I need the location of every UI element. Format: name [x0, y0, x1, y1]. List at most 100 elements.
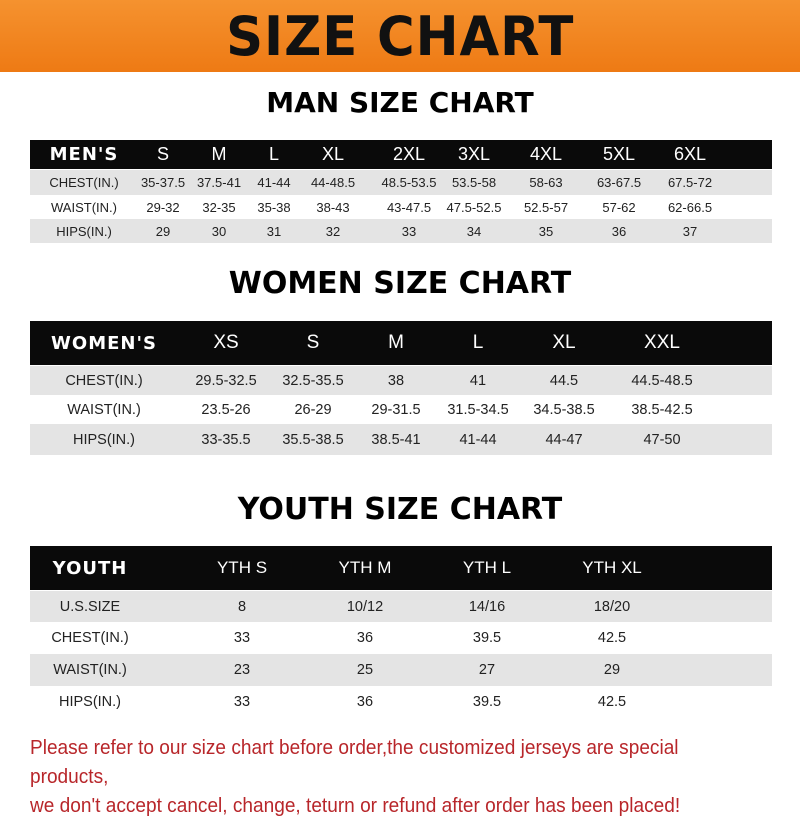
- table-cell: 41-44: [459, 431, 497, 448]
- table-cell: 32.5-35.5: [282, 372, 344, 389]
- row-label: CHEST(IN.): [65, 372, 143, 389]
- row-label: WAIST(IN.): [53, 662, 127, 678]
- table-row: HIPS(IN.) 33 36 39.5 42.5: [30, 686, 772, 718]
- table-row: U.S.SIZE 8 10/12 14/16 18/20: [30, 591, 772, 622]
- size-header: XL: [321, 144, 345, 164]
- notice-line-2: we don't accept cancel, change, teturn o…: [30, 794, 681, 817]
- size-header: S: [156, 144, 170, 164]
- row-label: U.S.SIZE: [59, 598, 121, 615]
- table-header-label: WOMEN'S: [51, 332, 157, 354]
- table-cell: 26-29: [294, 401, 332, 418]
- table-cell: 29: [603, 662, 621, 678]
- table-cell: 58-63: [529, 175, 563, 190]
- table-cell: 36: [611, 223, 627, 239]
- women-chart-title: WOMEN SIZE CHART: [228, 266, 572, 301]
- table-cell: 36: [356, 694, 374, 710]
- size-header: XS: [213, 332, 239, 353]
- table-cell: 48.5-53.5: [381, 175, 437, 190]
- row-label: WAIST(IN.): [67, 401, 141, 418]
- table-cell: 38: [387, 372, 405, 389]
- size-header: 2XL: [392, 144, 426, 164]
- table-cell: 39.5: [472, 630, 502, 646]
- notice-line-1: Please refer to our size chart before or…: [30, 736, 679, 788]
- table-cell: 44-48.5: [310, 175, 356, 190]
- table-cell: 43-47.5: [386, 199, 432, 215]
- table-cell: 35-37.5: [140, 175, 186, 190]
- size-header: XXL: [644, 332, 680, 353]
- youth-chart-title: YOUTH SIZE CHART: [237, 492, 563, 527]
- table-cell: 10/12: [346, 598, 384, 615]
- table-cell: 31: [266, 223, 282, 239]
- table-cell: 33: [233, 694, 251, 710]
- size-header: S: [306, 332, 320, 353]
- table-cell: 62-66.5: [667, 199, 713, 215]
- row-label: HIPS(IN.): [58, 694, 122, 710]
- row-label: HIPS(IN.): [72, 431, 136, 448]
- size-header: L: [472, 332, 484, 353]
- row-label: HIPS(IN.): [56, 223, 112, 239]
- size-header: YTH L: [462, 558, 512, 577]
- table-cell: 34: [466, 223, 482, 239]
- table-cell: 52.5-57: [523, 199, 569, 215]
- size-chart-banner: SIZE CHART: [0, 0, 800, 72]
- table-cell: 33: [401, 223, 417, 239]
- table-cell: 27: [478, 662, 496, 678]
- table-cell: 32-35: [202, 199, 236, 215]
- table-cell: 38-43: [316, 199, 350, 215]
- table-cell: 29: [155, 223, 171, 239]
- table-cell: 29.5-32.5: [195, 372, 257, 389]
- table-cell: 23.5-26: [201, 401, 251, 418]
- row-label: WAIST(IN.): [51, 199, 117, 215]
- size-header: XL: [552, 332, 576, 353]
- table-cell: 38.5-41: [371, 431, 421, 448]
- table-cell: 33-35.5: [201, 431, 251, 448]
- table-cell: 38.5-42.5: [631, 401, 693, 418]
- table-cell: 53.5-58: [451, 175, 497, 190]
- size-header: 6XL: [673, 144, 707, 164]
- size-header: M: [388, 332, 404, 353]
- table-cell: 32: [325, 223, 341, 239]
- table-cell: 29-32: [146, 199, 180, 215]
- table-cell: 33: [233, 630, 251, 646]
- size-header: 4XL: [529, 144, 563, 164]
- table-cell: 57-62: [602, 199, 636, 215]
- table-cell: 35.5-38.5: [282, 431, 344, 448]
- table-row: CHEST(IN.) 33 36 39.5 42.5: [30, 622, 772, 654]
- size-header: 5XL: [602, 144, 636, 164]
- table-cell: 35-38: [257, 199, 291, 215]
- men-header-row: MEN'S S M L XL 2XL 3XL 4XL 5XL 6XL: [30, 140, 772, 169]
- table-cell: 41: [469, 372, 487, 389]
- table-row: CHEST(IN.) 35-37.5 37.5-41 41-44 44-48.5 48.5…: [30, 170, 772, 195]
- table-cell: 44-47: [545, 431, 583, 448]
- table-cell: 35: [538, 223, 554, 239]
- table-cell: 44.5: [549, 372, 579, 389]
- youth-header-row: YOUTH YTH S YTH M YTH L YTH XL: [30, 546, 772, 590]
- table-row: HIPS(IN.) 33-35.5 35.5-38.5 38.5-41 41-44 44-…: [30, 424, 772, 455]
- size-header: M: [211, 144, 227, 164]
- table-cell: 30: [211, 223, 227, 239]
- table-cell: 42.5: [597, 694, 627, 710]
- table-cell: 25: [356, 662, 374, 678]
- table-cell: 29-31.5: [371, 401, 421, 418]
- table-cell: 47.5-52.5: [446, 199, 502, 215]
- table-row: CHEST(IN.) 29.5-32.5 32.5-35.5 38 41 44.5 44.5…: [30, 366, 772, 395]
- row-label: CHEST(IN.): [51, 630, 129, 646]
- size-header: YTH M: [338, 558, 392, 577]
- size-header: 3XL: [457, 144, 491, 164]
- table-cell: 39.5: [472, 694, 502, 710]
- table-row: HIPS(IN.) 29 30 31 32 33 34 35 36 37: [30, 219, 772, 243]
- table-cell: 37: [682, 223, 698, 239]
- size-header: YTH XL: [582, 558, 642, 577]
- table-cell: 47-50: [643, 431, 681, 448]
- women-header-row: WOMEN'S XS S M L XL XXL: [30, 321, 772, 365]
- table-cell: 36: [356, 630, 374, 646]
- size-header: L: [268, 144, 280, 164]
- table-cell: 44.5-48.5: [631, 372, 693, 389]
- table-row: WAIST(IN.) 29-32 32-35 35-38 38-43 43-47.5 47.…: [30, 195, 772, 219]
- men-chart-title: MAN SIZE CHART: [266, 86, 534, 119]
- table-cell: 8: [237, 598, 247, 615]
- table-row: WAIST(IN.) 23 25 27 29: [30, 654, 772, 686]
- table-cell: 31.5-34.5: [447, 401, 509, 418]
- table-cell: 37.5-41: [196, 175, 242, 190]
- table-cell: 41-44: [257, 175, 291, 190]
